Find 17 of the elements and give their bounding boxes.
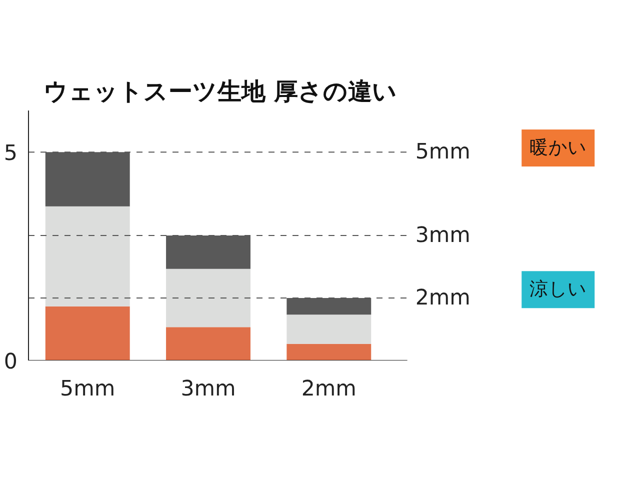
bar xyxy=(166,268,250,328)
bar xyxy=(45,306,130,360)
x-tick-label: 3mm xyxy=(180,376,236,402)
bar xyxy=(166,327,250,360)
text: 暖かい xyxy=(530,138,587,158)
ref-line-label: 3mm xyxy=(415,223,470,248)
text: 涼しい xyxy=(530,279,587,300)
y-tick-label: 5 xyxy=(4,141,18,166)
x-tick-label: 2mm xyxy=(301,376,356,402)
bar xyxy=(45,206,130,306)
x-tick-label: 5mm xyxy=(60,376,116,402)
bar xyxy=(286,314,372,344)
bar xyxy=(286,344,372,360)
y-tick-label: 0 xyxy=(4,350,18,374)
ref-line-label: 2mm xyxy=(415,286,470,310)
chart-title: ウェットスーツ生地 厚さの違い xyxy=(44,78,397,106)
ref-line-label: 5mm xyxy=(415,140,470,165)
